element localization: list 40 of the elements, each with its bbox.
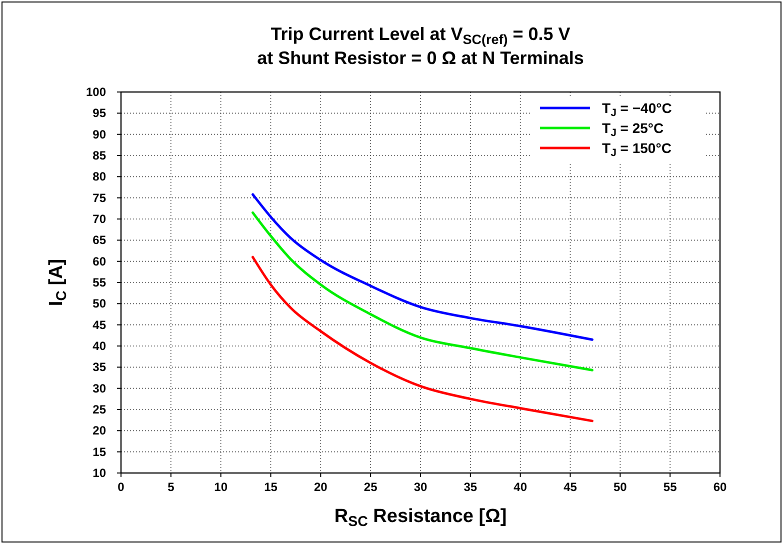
y-tick-label: 30 (92, 381, 106, 396)
chart-title: Trip Current Level at V$_{SC(ref)}$ = 0.5 V at Shunt Resistor = 0 Ω at N Terminals (257, 24, 584, 68)
y-tick-label: 20 (92, 424, 106, 438)
y-tick-label: 65 (92, 233, 106, 248)
legend-label: T$_{J}$ = 150°C (602, 140, 672, 160)
x-tick-label: 60 (713, 480, 727, 494)
x-tick-label: 40 (514, 480, 528, 494)
y-tick-label: 25 (92, 402, 106, 416)
y-tick-label: 40 (92, 339, 106, 353)
line-series (252, 256, 594, 422)
y-tick-label: 45 (92, 318, 106, 332)
x-tick-label: 15 (264, 480, 278, 494)
x-axis-title: R$_{SC}$ Resistance [Ω] (334, 506, 507, 530)
y-tick-label: 35 (92, 360, 106, 374)
legend-label: T$_{J}$ = 25°C (602, 120, 664, 140)
y-tick-label: 10 (92, 466, 106, 480)
y-tick-label: 55 (92, 276, 106, 290)
y-tick-label: 90 (92, 127, 106, 142)
x-tick-label: 55 (663, 480, 678, 494)
y-tick-label: 100 (86, 85, 106, 99)
x-tick-label: 25 (364, 480, 378, 494)
x-tick-label: 45 (564, 480, 578, 494)
y-tick-label: 50 (92, 296, 106, 311)
y-tick-label: 60 (92, 254, 106, 268)
y-tick-label: 70 (92, 212, 106, 226)
x-tick-label: 50 (613, 480, 628, 494)
x-tick-label: 0 (118, 480, 125, 494)
x-tick-label: 5 (168, 480, 175, 494)
y-tick-label: 80 (92, 170, 106, 184)
y-tick-label: 75 (92, 190, 106, 205)
x-tick-label: 20 (314, 480, 328, 494)
y-tick-label: 15 (92, 444, 106, 459)
x-tick-label: 10 (214, 480, 228, 494)
line-series (252, 211, 594, 372)
y-tick-label: 85 (92, 148, 106, 162)
legend-label: T$_{J}$ = −40°C (602, 100, 672, 120)
y-tick-label: 95 (92, 106, 106, 120)
line-series (252, 193, 594, 341)
x-tick-label: 30 (414, 480, 428, 494)
x-tick-label: 35 (464, 480, 478, 494)
